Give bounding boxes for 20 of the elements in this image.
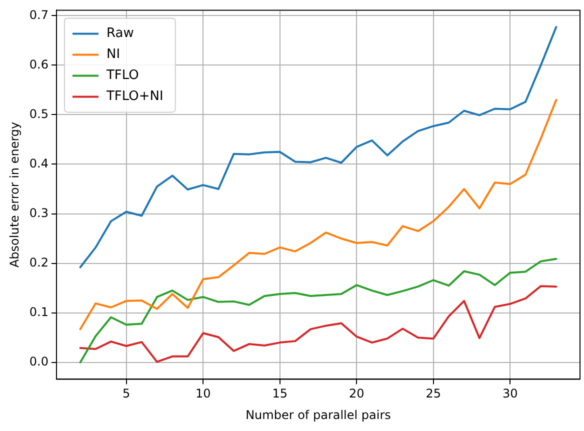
y-tick-label: 0.1	[29, 304, 48, 319]
legend-label: Raw	[106, 26, 134, 42]
legend-label: TFLO+NI	[105, 89, 164, 104]
y-tick-label: 0.2	[29, 255, 48, 270]
x-tick-label: 15	[272, 386, 288, 401]
y-tick-label: 0.5	[29, 106, 48, 121]
x-axis-title: Number of parallel pairs	[246, 408, 391, 422]
y-tick-label: 0.7	[29, 8, 48, 22]
x-tick-label: 20	[348, 386, 364, 401]
y-tick-label: 0.6	[29, 57, 48, 72]
y-tick-label: 0.0	[29, 354, 48, 368]
x-tick-label: 5	[122, 386, 130, 401]
x-tick-label: 10	[195, 386, 211, 401]
y-tick-label: 0.3	[29, 206, 48, 220]
legend-label: TFLO	[105, 68, 139, 84]
y-axis-title: Absolute error in energy	[7, 122, 22, 268]
legend-label: NI	[106, 47, 120, 62]
x-tick-label: 25	[426, 386, 442, 401]
x-tick-label: 30	[502, 386, 518, 401]
y-tick-label: 0.4	[29, 156, 48, 170]
